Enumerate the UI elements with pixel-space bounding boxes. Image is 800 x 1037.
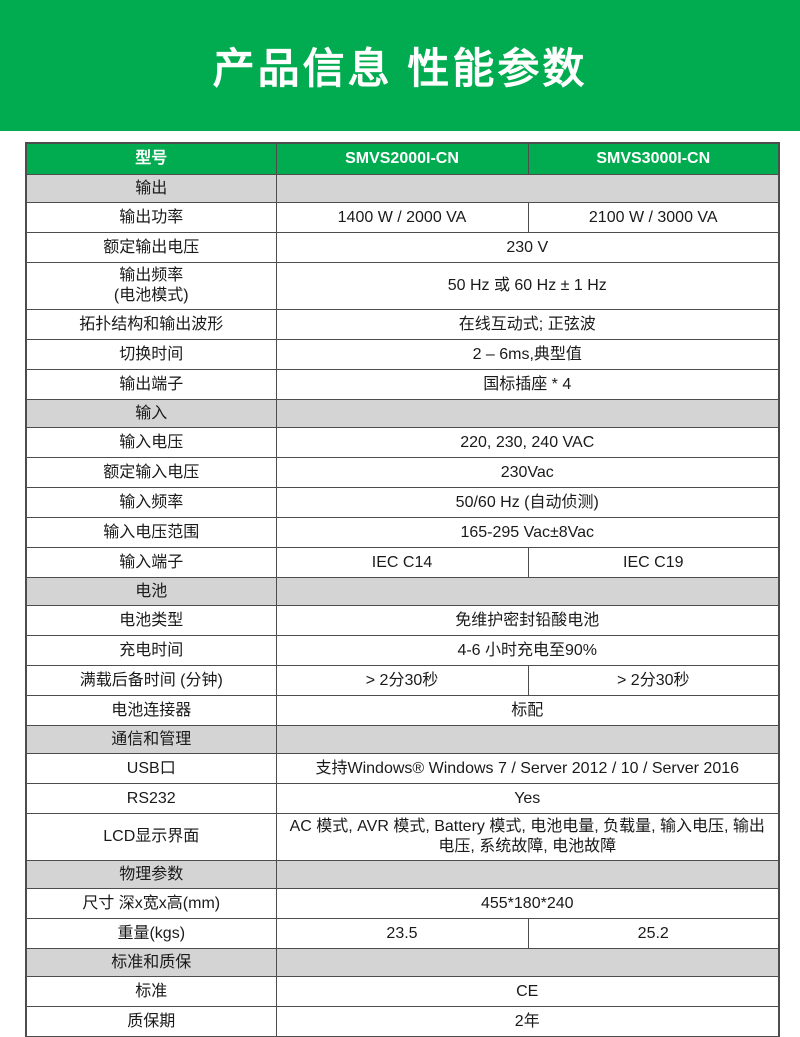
row-label-cell: 拓扑结构和输出波形 <box>25 309 277 340</box>
row-value-cell: 23.5 <box>275 918 529 949</box>
row-value-cell: IEC C19 <box>527 547 780 578</box>
row-value-cell: Yes <box>275 783 780 814</box>
row-value-cell: 免维护密封铅酸电池 <box>275 605 780 636</box>
section-row: 通信和管理 <box>25 725 780 754</box>
row-label-cell: 输入电压范围 <box>25 517 277 548</box>
spec-row: 输入端子 IEC C14 IEC C19 <box>25 547 780 578</box>
row-value-cell: > 2分30秒 <box>275 665 529 696</box>
row-label-cell: USB口 <box>25 753 277 784</box>
spec-row: USB口 支持Windows® Windows 7 / Server 2012 /… <box>25 753 780 784</box>
banner: 产品信息 性能参数 <box>0 0 800 131</box>
row-value-cell: 230Vac <box>275 457 780 488</box>
spec-row: 质保期 2年 <box>25 1006 780 1037</box>
row-value-cell: 25.2 <box>527 918 780 949</box>
row-value-cell: 国标插座 * 4 <box>275 369 780 400</box>
model-name-cell: SMVS2000I-CN <box>275 142 529 175</box>
model-name-cell: SMVS3000I-CN <box>527 142 780 175</box>
spec-row: 额定输出电压 230 V <box>25 232 780 263</box>
spec-row: 输入电压范围 165-295 Vac±8Vac <box>25 517 780 548</box>
spec-row: 输入电压 220, 230, 240 VAC <box>25 427 780 458</box>
spec-row: 满载后备时间 (分钟) > 2分30秒 > 2分30秒 <box>25 665 780 696</box>
row-label-cell: 满载后备时间 (分钟) <box>25 665 277 696</box>
row-value-cell: 2 – 6ms,典型值 <box>275 339 780 370</box>
spec-table-body: 输出 输出功率 1400 W / 2000 VA 2100 W / 3000 VA 额定… <box>25 174 780 1037</box>
section-fill-cell <box>275 860 780 889</box>
row-label-cell: 重量(kgs) <box>25 918 277 949</box>
row-label-cell: LCD显示界面 <box>25 813 277 861</box>
row-label-cell: 输出功率 <box>25 202 277 233</box>
spec-row: 充电时间 4-6 小时充电至90% <box>25 635 780 666</box>
row-label-cell: 充电时间 <box>25 635 277 666</box>
row-label-cell: 切换时间 <box>25 339 277 370</box>
section-fill-cell <box>275 174 780 203</box>
section-fill-cell <box>275 399 780 428</box>
row-value-cell: AC 模式, AVR 模式, Battery 模式, 电池电量, 负载量, 输入… <box>275 813 780 861</box>
spec-row: 重量(kgs) 23.5 25.2 <box>25 918 780 949</box>
spec-row: 电池类型 免维护密封铅酸电池 <box>25 605 780 636</box>
row-label-cell: 输出端子 <box>25 369 277 400</box>
row-value-cell: 165-295 Vac±8Vac <box>275 517 780 548</box>
row-label-cell: 质保期 <box>25 1006 277 1037</box>
row-value-cell: 标配 <box>275 695 780 726</box>
row-value-cell: 1400 W / 2000 VA <box>275 202 529 233</box>
row-label-cell: 通信和管理 <box>25 725 277 754</box>
row-value-cell: CE <box>275 976 780 1007</box>
row-label-cell: 输出 <box>25 174 277 203</box>
row-label-cell: 尺寸 深x宽x高(mm) <box>25 888 277 919</box>
model-header-label: 型号 <box>25 142 277 175</box>
section-fill-cell <box>275 725 780 754</box>
section-row: 物理参数 <box>25 860 780 889</box>
row-value-cell: 4-6 小时充电至90% <box>275 635 780 666</box>
spec-row: 额定输入电压 230Vac <box>25 457 780 488</box>
section-row: 标准和质保 <box>25 948 780 977</box>
page-title: 产品信息 性能参数 <box>212 45 588 92</box>
row-label-cell: 输入频率 <box>25 487 277 518</box>
row-label-cell: RS232 <box>25 783 277 814</box>
spec-table: 型号 SMVS2000I-CN SMVS3000I-CN 输出 输出功率 1400 … <box>25 142 780 1037</box>
model-header-row: 型号 SMVS2000I-CN SMVS3000I-CN <box>25 142 780 175</box>
row-value-cell: 230 V <box>275 232 780 263</box>
section-fill-cell <box>275 948 780 977</box>
row-label-cell: 额定输出电压 <box>25 232 277 263</box>
row-value-cell: 支持Windows® Windows 7 / Server 2012 / 10 … <box>275 753 780 784</box>
spec-row: 尺寸 深x宽x高(mm) 455*180*240 <box>25 888 780 919</box>
spec-row: 电池连接器 标配 <box>25 695 780 726</box>
row-label-cell: 电池 <box>25 577 277 606</box>
row-value-cell: 50 Hz 或 60 Hz ± 1 Hz <box>275 262 780 310</box>
section-row: 电池 <box>25 577 780 606</box>
row-label-cell: 输入端子 <box>25 547 277 578</box>
row-value-cell: IEC C14 <box>275 547 529 578</box>
section-row: 输出 <box>25 174 780 203</box>
spec-row: 输出功率 1400 W / 2000 VA 2100 W / 3000 VA <box>25 202 780 233</box>
row-value-cell: 2年 <box>275 1006 780 1037</box>
row-value-cell: 220, 230, 240 VAC <box>275 427 780 458</box>
row-value-cell: 455*180*240 <box>275 888 780 919</box>
row-label-cell: 额定输入电压 <box>25 457 277 488</box>
row-label-cell: 标准和质保 <box>25 948 277 977</box>
spec-row: 输出端子 国标插座 * 4 <box>25 369 780 400</box>
row-label-cell: 输出频率 (电池模式) <box>25 262 277 310</box>
row-value-cell: > 2分30秒 <box>527 665 780 696</box>
row-value-cell: 2100 W / 3000 VA <box>527 202 780 233</box>
spec-row: RS232 Yes <box>25 783 780 814</box>
row-value-cell: 在线互动式; 正弦波 <box>275 309 780 340</box>
row-label-cell: 电池类型 <box>25 605 277 636</box>
spec-row: 输出频率 (电池模式) 50 Hz 或 60 Hz ± 1 Hz <box>25 262 780 310</box>
spec-row: 切换时间 2 – 6ms,典型值 <box>25 339 780 370</box>
spec-row: 标准 CE <box>25 976 780 1007</box>
row-label-cell: 输入电压 <box>25 427 277 458</box>
row-label-cell: 标准 <box>25 976 277 1007</box>
section-fill-cell <box>275 577 780 606</box>
row-label-cell: 物理参数 <box>25 860 277 889</box>
row-label-cell: 电池连接器 <box>25 695 277 726</box>
section-row: 输入 <box>25 399 780 428</box>
row-label-cell: 输入 <box>25 399 277 428</box>
spec-row: 输入频率 50/60 Hz (自动侦测) <box>25 487 780 518</box>
spec-row: LCD显示界面 AC 模式, AVR 模式, Battery 模式, 电池电量, … <box>25 813 780 861</box>
row-value-cell: 50/60 Hz (自动侦测) <box>275 487 780 518</box>
spec-row: 拓扑结构和输出波形 在线互动式; 正弦波 <box>25 309 780 340</box>
